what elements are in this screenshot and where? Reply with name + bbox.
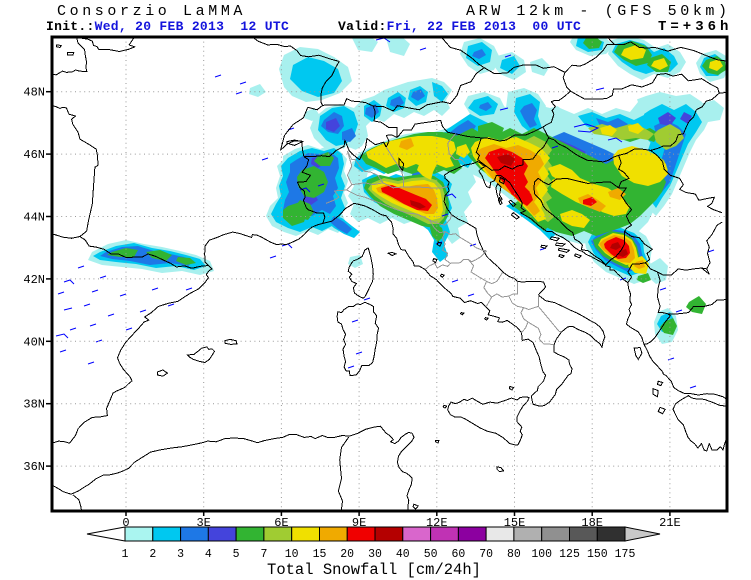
svg-text:44N: 44N xyxy=(23,211,45,225)
svg-text:175: 175 xyxy=(615,548,636,561)
svg-text:42N: 42N xyxy=(23,273,45,287)
svg-text:100: 100 xyxy=(531,548,552,561)
svg-text:40N: 40N xyxy=(23,335,45,349)
svg-text:36N: 36N xyxy=(23,460,45,474)
svg-text:Total Snowfall [cm/24h]: Total Snowfall [cm/24h] xyxy=(267,561,481,579)
svg-text:Consorzio LaMMA: Consorzio LaMMA xyxy=(57,3,246,20)
svg-text:5: 5 xyxy=(233,548,240,561)
svg-text:3: 3 xyxy=(177,548,184,561)
svg-text:50: 50 xyxy=(424,548,438,561)
svg-text:4: 4 xyxy=(205,548,212,561)
svg-text:60: 60 xyxy=(451,548,465,561)
svg-text:2: 2 xyxy=(149,548,156,561)
svg-text:125: 125 xyxy=(559,548,580,561)
svg-text:38N: 38N xyxy=(23,398,45,412)
svg-text:ARW 12km - (GFS 50km): ARW 12km - (GFS 50km) xyxy=(466,3,731,20)
svg-text:70: 70 xyxy=(479,548,493,561)
svg-text:Init.:Wed, 20 FEB 2013 12 UTC: Init.:Wed, 20 FEB 2013 12 UTC xyxy=(46,19,289,34)
svg-text:46N: 46N xyxy=(23,148,45,162)
svg-text:20: 20 xyxy=(340,548,354,561)
svg-text:0: 0 xyxy=(122,516,129,530)
svg-text:15: 15 xyxy=(313,548,327,561)
svg-text:80: 80 xyxy=(507,548,521,561)
svg-text:T=+36h: T=+36h xyxy=(658,19,732,35)
svg-text:40: 40 xyxy=(396,548,410,561)
svg-text:Valid:Fri, 22 FEB 2013 00 UTC: Valid:Fri, 22 FEB 2013 00 UTC xyxy=(338,19,581,34)
svg-text:1: 1 xyxy=(122,548,129,561)
svg-text:48N: 48N xyxy=(23,86,45,100)
svg-text:30: 30 xyxy=(368,548,382,561)
svg-text:150: 150 xyxy=(587,548,608,561)
svg-text:10: 10 xyxy=(285,548,299,561)
svg-text:21E: 21E xyxy=(659,516,681,530)
svg-text:7: 7 xyxy=(260,548,267,561)
